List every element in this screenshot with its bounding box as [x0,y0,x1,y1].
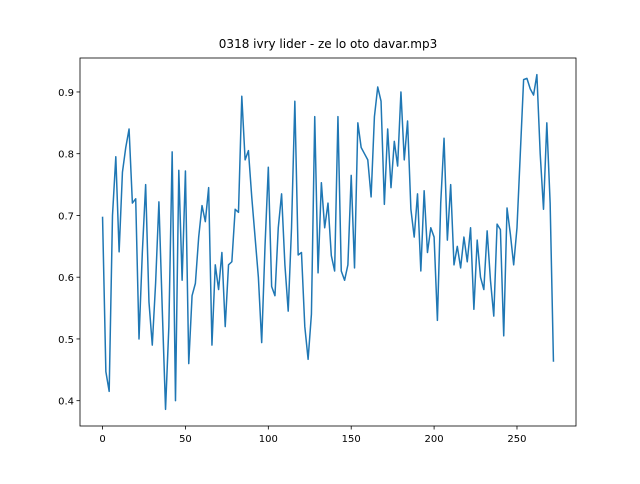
data-line [101,73,555,411]
y-tick-label: 0.9 [58,88,74,99]
y-tick-label: 0.5 [58,335,74,346]
x-tick-label: 150 [342,434,361,445]
y-tick-label: 0.6 [58,273,74,284]
axes-frame [79,57,577,427]
chart-title: 0318 ivry lider - ze lo oto davar.mp3 [219,37,437,51]
x-tick-label: 250 [507,434,526,445]
y-tick-label: 0.8 [58,150,74,161]
x-tick-label: 0 [99,434,105,445]
x-tick-label: 50 [179,434,192,445]
x-tick-label: 200 [425,434,444,445]
y-tick-label: 0.4 [58,397,74,408]
x-tick-label: 100 [259,434,278,445]
y-tick-label: 0.7 [58,211,74,222]
